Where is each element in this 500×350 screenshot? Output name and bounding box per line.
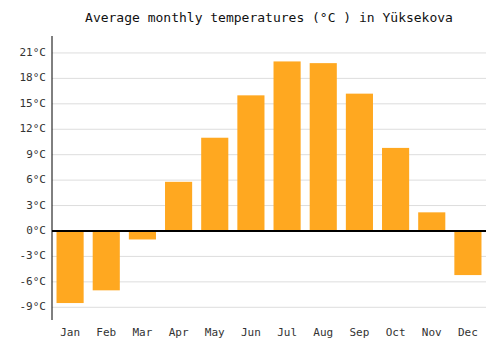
y-tick-label: 21°C (20, 46, 47, 59)
y-tick-label: 18°C (20, 71, 47, 84)
bar (310, 63, 337, 231)
grid-line (52, 230, 486, 231)
grid-line (52, 154, 486, 155)
grid-line (52, 205, 486, 206)
y-tick-label: 9°C (26, 148, 46, 161)
chart: -9°C -6°C -3°C 0°C 3°C 6°C 9°C 12°C 15°C 18°C 21°C… (0, 0, 500, 350)
bar (382, 148, 409, 231)
bar (418, 212, 445, 231)
bar (454, 231, 481, 275)
x-tick-label: Aug (313, 326, 333, 339)
grid-line (52, 103, 486, 104)
x-tick-label: Jun (241, 326, 261, 339)
y-tick-label: 15°C (20, 97, 47, 110)
bar (165, 182, 192, 231)
bar (57, 231, 84, 303)
zero-line (52, 230, 486, 232)
bar (129, 231, 156, 239)
y-tick-label: 12°C (20, 122, 47, 135)
y-tick-label: -6°C (20, 275, 47, 288)
x-tick-label: Apr (169, 326, 189, 339)
grid-line (52, 52, 486, 53)
grid (52, 53, 486, 307)
title: Average monthly temperatures (°C ) in Yü… (85, 10, 453, 25)
x-tick-label: Jul (277, 326, 297, 339)
bar (201, 138, 228, 231)
bars (57, 61, 482, 303)
x-tick-label: Nov (422, 326, 442, 339)
y-axis-line (52, 36, 53, 320)
y-tick-label: 0°C (26, 224, 46, 237)
x-tick-label: Sep (349, 326, 369, 339)
grid-line (52, 78, 486, 79)
x-tick-label: Dec (458, 326, 478, 339)
x-tick-label: May (205, 326, 225, 339)
bar (237, 95, 264, 231)
y-tick-label: -3°C (20, 249, 47, 262)
grid-line (52, 180, 486, 181)
y-tick-label: 3°C (26, 199, 46, 212)
x-ticks: Jan Feb Mar Apr May Jun Jul Aug Sep Oct Nov Dec (60, 326, 478, 339)
y-tick-label: 6°C (26, 173, 46, 186)
x-tick-label: Oct (386, 326, 406, 339)
grid-line (52, 129, 486, 130)
bar (274, 61, 301, 231)
bar (346, 94, 373, 231)
background (0, 0, 500, 350)
x-tick-label: Mar (132, 326, 152, 339)
page: {"chart_data": {"type": "bar", "title": … (0, 0, 500, 350)
x-tick-label: Jan (60, 326, 80, 339)
x-tick-label: Feb (96, 326, 116, 339)
y-ticks: -9°C -6°C -3°C 0°C 3°C 6°C 9°C 12°C 15°C 18°C 21°C (20, 46, 47, 313)
y-tick-label: -9°C (20, 300, 47, 313)
grid-line (52, 307, 486, 308)
bar (93, 231, 120, 290)
